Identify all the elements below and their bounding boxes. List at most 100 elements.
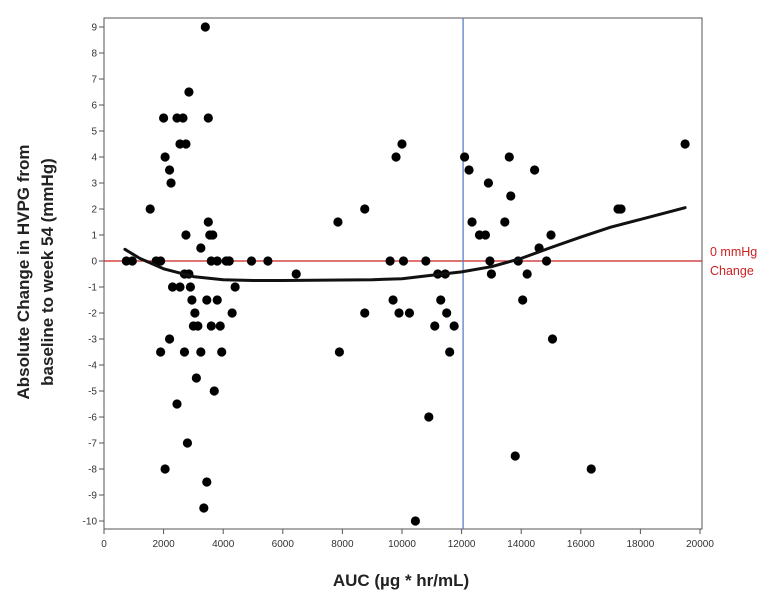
y-tick-label: -2 <box>88 309 97 320</box>
data-point <box>486 269 496 279</box>
data-point <box>541 256 552 266</box>
data-point <box>164 334 175 344</box>
data-point <box>394 308 404 318</box>
data-point <box>404 308 415 318</box>
data-point <box>191 373 201 383</box>
data-point <box>480 230 491 240</box>
x-tick-label: 10000 <box>388 539 416 550</box>
data-point <box>215 321 225 331</box>
data-point <box>178 113 188 123</box>
data-point <box>421 256 431 266</box>
data-point <box>159 113 169 123</box>
y-tick-label: 5 <box>91 127 97 138</box>
data-point <box>449 321 459 331</box>
data-point <box>398 256 409 266</box>
data-point <box>199 503 209 513</box>
y-tick-label: -7 <box>88 439 97 450</box>
y-tick-label: -3 <box>88 335 97 346</box>
data-point <box>172 399 182 409</box>
data-point <box>224 256 234 266</box>
data-point <box>167 282 178 292</box>
data-point <box>164 165 175 175</box>
y-tick-label: -5 <box>88 387 97 398</box>
data-point <box>145 204 155 214</box>
x-tick-label: 20000 <box>686 539 714 550</box>
data-point <box>485 256 495 266</box>
data-point <box>510 451 520 461</box>
data-point <box>190 308 200 318</box>
y-tick-label: -8 <box>88 465 97 476</box>
x-tick-label: 14000 <box>507 539 535 550</box>
reference-line-label-1: 0 mmHg <box>710 245 757 259</box>
x-tick-label: 18000 <box>626 539 654 550</box>
y-tick-label: -4 <box>88 361 97 372</box>
y-tick-label: 1 <box>91 231 97 242</box>
data-point <box>181 230 191 240</box>
data-point <box>208 230 218 240</box>
data-point <box>546 230 556 240</box>
data-point <box>202 295 212 305</box>
x-axis-title: AUC (µg * hr/mL) <box>333 571 469 590</box>
x-tick-label: 16000 <box>567 539 595 550</box>
data-point <box>209 386 219 396</box>
fit-curve <box>123 206 687 282</box>
x-tick-label: 4000 <box>212 539 235 550</box>
y-tick-label: 8 <box>91 49 97 60</box>
data-point <box>334 347 345 357</box>
data-point <box>179 347 190 357</box>
data-point <box>680 139 690 149</box>
data-point <box>212 295 222 305</box>
data-point <box>388 295 398 305</box>
data-point <box>360 204 370 214</box>
data-point <box>206 321 216 331</box>
data-point <box>445 347 455 357</box>
data-point <box>586 464 596 474</box>
x-tick-label: 2000 <box>152 539 175 550</box>
data-point <box>459 152 470 162</box>
x-tick-label: 8000 <box>331 539 354 550</box>
data-point <box>160 152 170 162</box>
data-points <box>121 22 690 526</box>
data-point <box>360 308 370 318</box>
y-tick-label: 9 <box>91 23 97 34</box>
data-point <box>156 347 166 357</box>
data-point <box>193 321 203 331</box>
y-tick-label: -10 <box>83 517 98 528</box>
data-point <box>467 217 477 227</box>
data-point <box>203 113 213 123</box>
data-point <box>442 308 452 318</box>
y-tick-label: 3 <box>91 179 97 190</box>
axes <box>103 17 703 530</box>
y-tick-label: 7 <box>91 75 97 86</box>
data-point <box>424 412 434 422</box>
fit-curve-group <box>123 206 687 282</box>
data-point <box>547 334 558 344</box>
y-axis-title-line-2: baseline to week 54 (mmHg) <box>38 158 57 386</box>
data-point <box>506 191 516 201</box>
data-point <box>187 295 197 305</box>
y-tick-label: 4 <box>91 153 97 164</box>
data-point <box>166 178 176 188</box>
y-tick-label: 0 <box>91 257 97 268</box>
x-tick-label: 0 <box>101 539 107 550</box>
y-tick-label: 2 <box>91 205 97 216</box>
data-point <box>196 243 206 253</box>
data-point <box>291 269 301 279</box>
data-point <box>196 347 206 357</box>
data-point <box>160 464 170 474</box>
y-tick-label: -9 <box>88 491 97 502</box>
data-point <box>156 256 166 266</box>
data-point <box>333 217 343 227</box>
data-point <box>202 477 212 487</box>
data-point <box>203 217 213 227</box>
data-point <box>500 217 510 227</box>
data-point <box>181 139 191 149</box>
data-point <box>227 308 237 318</box>
x-tick-label: 12000 <box>448 539 476 550</box>
data-point <box>530 165 540 175</box>
reference-line-label-2: Change <box>710 264 754 278</box>
data-point <box>246 256 257 266</box>
data-point <box>410 516 421 526</box>
data-point <box>397 139 407 149</box>
